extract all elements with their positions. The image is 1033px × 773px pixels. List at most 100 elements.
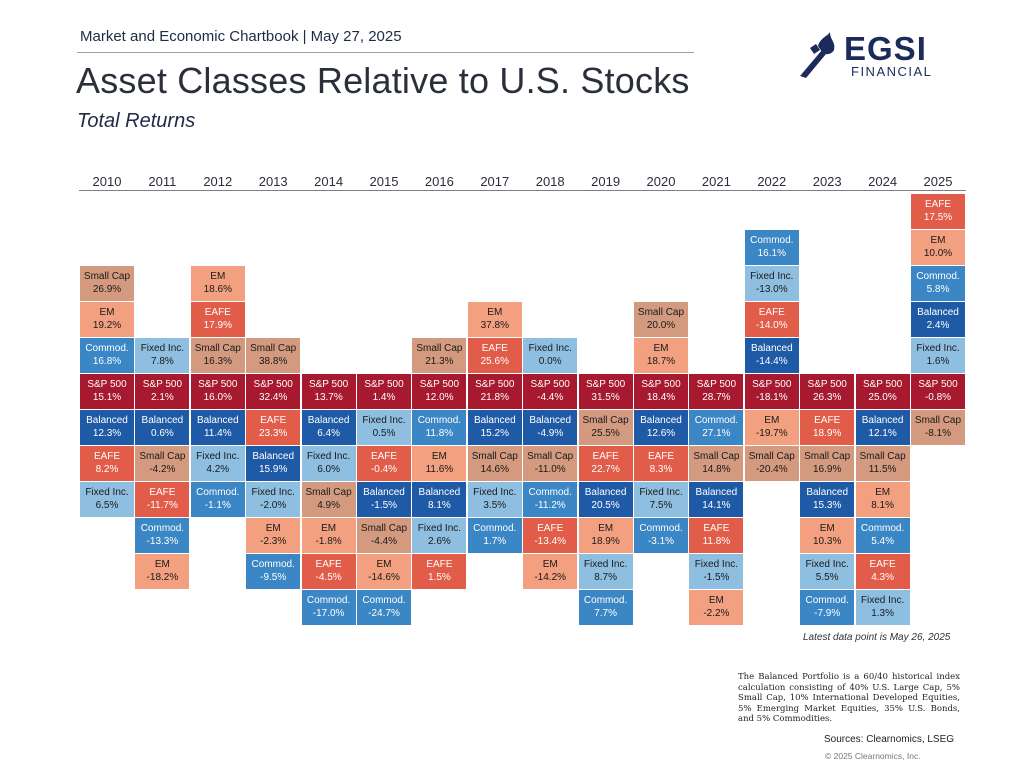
asset-cell: Commod. -13.3%	[135, 518, 190, 553]
asset-return: -13.0%	[755, 284, 788, 295]
asset-cell: EM -14.6%	[357, 554, 411, 589]
asset-return: 18.9%	[813, 428, 842, 439]
asset-return: 2.4%	[926, 320, 950, 331]
asset-return: -13.4%	[534, 536, 567, 547]
asset-cell: EM -19.7%	[744, 410, 799, 445]
asset-name: Fixed Inc.	[860, 595, 905, 606]
asset-cell: Balanced 0.6%	[135, 410, 190, 445]
asset-name: EAFE	[204, 307, 231, 318]
asset-return: 17.9%	[203, 320, 232, 331]
asset-return: 14.1%	[702, 500, 731, 511]
sp500-cell: S&P 500 18.4%	[634, 374, 688, 409]
asset-name: Small Cap	[139, 451, 186, 462]
asset-cell: Small Cap 16.9%	[800, 446, 855, 481]
asset-cell: Fixed Inc. 6.0%	[301, 446, 356, 481]
asset-return: 2.1%	[150, 392, 174, 403]
asset-name: S&P 500	[641, 379, 681, 390]
asset-name: EM	[930, 235, 946, 246]
asset-return: 5.8%	[926, 284, 950, 295]
asset-name: Balanced	[141, 415, 184, 426]
year-label: 2023	[812, 174, 842, 189]
asset-return: -14.2%	[534, 572, 567, 583]
asset-return: 2.6%	[427, 536, 451, 547]
asset-cell: Fixed Inc. 1.6%	[911, 338, 965, 373]
asset-cell: Small Cap 20.0%	[634, 302, 688, 337]
asset-cell: Commod. 11.8%	[412, 410, 467, 445]
asset-name: Fixed Inc.	[750, 271, 794, 282]
asset-cell: EAFE 25.6%	[467, 338, 522, 373]
asset-cell: Fixed Inc. 7.5%	[634, 482, 688, 517]
asset-cell: EM -1.8%	[301, 518, 356, 553]
asset-name: Balanced	[640, 415, 682, 426]
asset-return: 16.9%	[813, 464, 842, 475]
asset-return: 3.5%	[483, 500, 507, 511]
asset-name: Commod.	[85, 343, 129, 354]
asset-cell: EAFE 17.9%	[190, 302, 245, 337]
asset-name: Fixed Inc.	[306, 451, 351, 462]
logo-wordmark: EGSI	[844, 30, 927, 67]
year-label: 2010	[92, 174, 122, 189]
asset-cell: EAFE 11.8%	[689, 518, 744, 553]
asset-name: Fixed Inc.	[85, 487, 129, 498]
asset-cell: EM 11.6%	[412, 446, 467, 481]
asset-return: 15.2%	[480, 428, 509, 439]
sp500-cell: S&P 500 1.4%	[357, 374, 411, 409]
asset-name: Balanced	[861, 415, 904, 426]
asset-cell: Fixed Inc. 0.5%	[357, 410, 411, 445]
asset-cell: Fixed Inc. 7.8%	[135, 338, 190, 373]
sp500-cell: S&P 500 31.5%	[578, 374, 633, 409]
asset-name: Commod.	[583, 595, 628, 606]
year-label: 2012	[203, 174, 233, 189]
asset-cell: Fixed Inc. 0.0%	[523, 338, 578, 373]
asset-name: EM	[875, 487, 891, 498]
asset-name: EAFE	[426, 559, 453, 570]
asset-return: -9.5%	[260, 572, 287, 583]
asset-name: Small Cap	[250, 343, 297, 354]
asset-name: Balanced	[806, 487, 849, 498]
asset-name: S&P 500	[198, 379, 238, 390]
asset-name: Commod.	[140, 523, 185, 534]
asset-name: Small Cap	[305, 487, 352, 498]
asset-name: S&P 500	[862, 379, 903, 390]
asset-cell: Balanced 8.1%	[412, 482, 467, 517]
asset-return: 4.2%	[206, 464, 230, 475]
asset-name: Fixed Inc.	[362, 415, 406, 426]
asset-name: Fixed Inc.	[528, 343, 572, 354]
asset-cell: EAFE 8.2%	[80, 446, 134, 481]
asset-cell: Balanced 12.6%	[634, 410, 688, 445]
asset-cell: Balanced 12.3%	[80, 410, 134, 445]
asset-name: EM	[764, 415, 780, 426]
sp500-cell: S&P 500 13.7%	[301, 374, 356, 409]
asset-return: -20.4%	[755, 464, 788, 475]
year-axis-rule	[79, 190, 966, 191]
asset-name: Balanced	[363, 487, 405, 498]
asset-name: Small Cap	[914, 415, 962, 426]
egsi-logo: EGSI FINANCIAL	[796, 30, 956, 80]
year-label: 2018	[535, 174, 565, 189]
asset-cell: Fixed Inc. 3.5%	[467, 482, 522, 517]
asset-name: Fixed Inc.	[805, 559, 849, 570]
asset-return: -0.4%	[370, 464, 398, 475]
year-label: 2014	[314, 174, 344, 189]
asset-name: Commod.	[639, 523, 683, 534]
asset-name: EAFE	[647, 451, 675, 462]
asset-cell: Balanced 12.1%	[855, 410, 910, 445]
asset-name: EAFE	[93, 451, 121, 462]
asset-cell: EM 18.9%	[578, 518, 633, 553]
asset-cell: Small Cap 38.8%	[246, 338, 301, 373]
page-title: Asset Classes Relative to U.S. Stocks	[76, 60, 690, 101]
asset-cell: Balanced 11.4%	[190, 410, 245, 445]
sp500-cell: S&P 500 2.1%	[135, 374, 190, 409]
asset-name: S&P 500	[696, 379, 737, 390]
asset-return: -1.5%	[703, 572, 730, 583]
asset-name: S&P 500	[419, 379, 460, 390]
asset-cell: Commod. 16.8%	[80, 338, 134, 373]
asset-name: EAFE	[370, 451, 398, 462]
asset-return: 23.3%	[259, 428, 288, 439]
asset-cell: Balanced 15.3%	[800, 482, 855, 517]
asset-return: -18.2%	[146, 572, 179, 583]
asset-name: Commod.	[251, 559, 295, 570]
asset-name: Commod.	[196, 487, 240, 498]
asset-cell: EM -2.3%	[246, 518, 301, 553]
asset-name: Balanced	[584, 487, 627, 498]
